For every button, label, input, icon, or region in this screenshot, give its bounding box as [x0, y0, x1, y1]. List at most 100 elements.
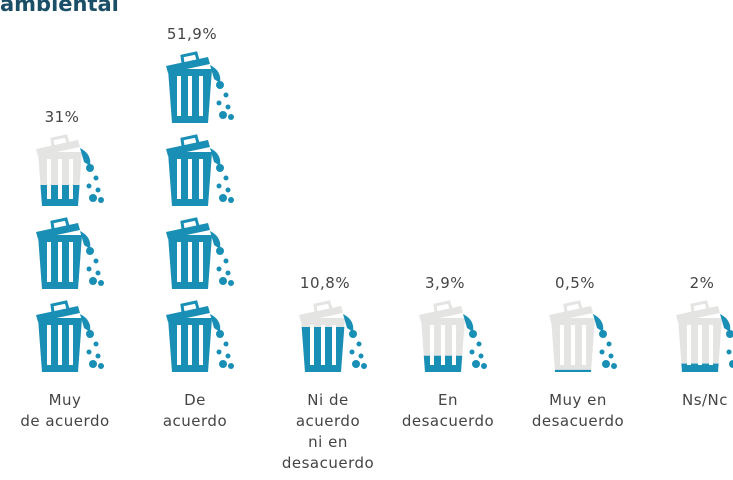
can-lid	[36, 306, 80, 322]
icon-column	[419, 300, 487, 372]
splash	[219, 194, 227, 202]
can-stripe	[430, 325, 434, 365]
can-stripe	[188, 76, 192, 116]
splash	[219, 111, 227, 119]
category-label: Ns/Nc	[681, 391, 729, 409]
can-stripe	[452, 325, 456, 365]
can-handle	[180, 134, 200, 147]
splash	[95, 353, 101, 359]
splash	[608, 353, 614, 359]
can-stripe	[69, 242, 73, 282]
icon-column	[676, 300, 733, 372]
can-stripe	[687, 325, 691, 365]
splash	[228, 197, 234, 203]
can-stripe	[698, 325, 702, 365]
splash	[216, 100, 222, 106]
can-stripe	[441, 325, 445, 365]
value-label: 3,9%	[425, 274, 465, 292]
can-stripe	[199, 159, 203, 199]
splash	[225, 187, 231, 193]
splash	[349, 330, 357, 338]
splash	[98, 197, 104, 203]
splash	[223, 258, 229, 264]
category-label: Muy de acuerdo	[20, 391, 110, 430]
splash	[219, 360, 227, 368]
value-label: 31%	[45, 108, 80, 126]
can-lid	[549, 306, 593, 322]
can-stripe	[321, 325, 325, 365]
splash	[216, 330, 224, 338]
icon-column	[549, 300, 617, 372]
can-lid	[166, 140, 210, 156]
splash	[352, 360, 360, 368]
category-label: Muy en desacuerdo	[531, 391, 625, 430]
can-stripe	[332, 325, 336, 365]
splash	[481, 363, 487, 369]
splash	[89, 277, 97, 285]
icon-column	[299, 300, 367, 372]
splash	[93, 341, 99, 347]
splash	[358, 353, 364, 359]
value-label: 0,5%	[555, 274, 595, 292]
splash	[93, 175, 99, 181]
can-stripe	[58, 159, 62, 199]
splash	[86, 349, 92, 355]
splash	[228, 280, 234, 286]
can-handle	[180, 217, 200, 230]
splash	[223, 92, 229, 98]
splash	[86, 266, 92, 272]
splash	[729, 360, 733, 368]
can-stripe	[58, 242, 62, 282]
value-label: 51,9%	[167, 25, 217, 43]
splash	[228, 363, 234, 369]
can-lid	[36, 223, 80, 239]
can-stripe	[188, 325, 192, 365]
pour	[210, 231, 221, 249]
splash	[95, 270, 101, 276]
splash	[223, 175, 229, 181]
pour	[593, 314, 604, 332]
splash	[216, 247, 224, 255]
splash	[98, 280, 104, 286]
splash	[225, 270, 231, 276]
can-handle	[180, 51, 200, 64]
can-stripe	[571, 325, 575, 365]
can-stripe	[188, 159, 192, 199]
can-stripe	[177, 76, 181, 116]
can-lid	[419, 306, 463, 322]
can-stripe	[310, 325, 314, 365]
splash	[478, 353, 484, 359]
pour	[210, 314, 221, 332]
can-stripe	[709, 325, 713, 365]
can-handle	[433, 300, 453, 313]
splash	[602, 360, 610, 368]
can-stripe	[177, 242, 181, 282]
splash	[98, 363, 104, 369]
can-stripe	[58, 325, 62, 365]
can-handle	[563, 300, 583, 313]
splash	[216, 266, 222, 272]
chart-title: ambiental	[0, 0, 119, 16]
splash	[356, 341, 362, 347]
splash	[611, 363, 617, 369]
splash	[225, 353, 231, 359]
can-handle	[50, 134, 70, 147]
can-stripe	[199, 76, 203, 116]
splash	[219, 277, 227, 285]
splash	[361, 363, 367, 369]
pour	[80, 231, 91, 249]
can-lid	[36, 140, 80, 156]
can-stripe	[69, 159, 73, 199]
splash	[349, 349, 355, 355]
splash	[599, 330, 607, 338]
pour	[80, 148, 91, 166]
splash	[726, 349, 732, 355]
splash	[216, 81, 224, 89]
can-handle	[690, 300, 710, 313]
splash	[472, 360, 480, 368]
can-handle	[180, 300, 200, 313]
can-stripe	[560, 325, 564, 365]
splash	[93, 258, 99, 264]
